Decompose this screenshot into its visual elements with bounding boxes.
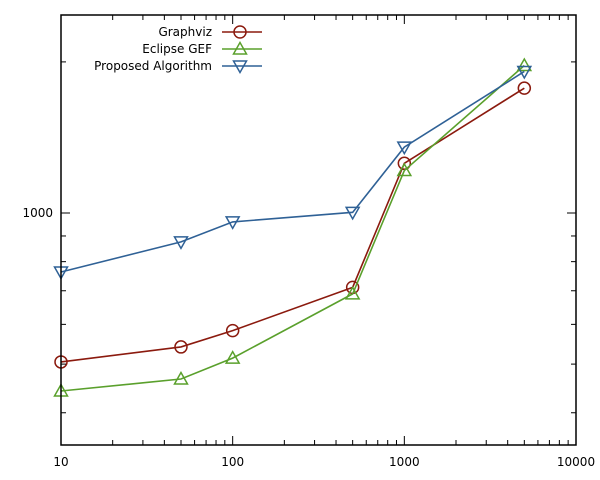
data-point xyxy=(173,370,189,385)
plot-frame xyxy=(60,14,577,446)
data-point xyxy=(517,81,532,95)
x-tick-label: 10 xyxy=(53,455,68,469)
series-line xyxy=(60,87,525,363)
data-point xyxy=(344,285,361,300)
legend-entry: Proposed Algorithm xyxy=(94,59,262,75)
data-point xyxy=(516,57,533,72)
legend-label: Eclipse GEF xyxy=(142,42,212,56)
legend-label: Proposed Algorithm xyxy=(94,59,212,73)
y-tick-label: 1000 xyxy=(22,206,53,220)
series-1 xyxy=(54,81,532,369)
axes-layer: 10 100 1000 10000 1000 xyxy=(22,14,595,469)
data-point xyxy=(173,236,189,250)
series-2 xyxy=(53,57,533,397)
legend-marker xyxy=(233,25,247,39)
series-3 xyxy=(53,65,533,280)
data-point xyxy=(344,206,361,221)
data-point xyxy=(224,350,241,364)
data-point xyxy=(174,340,188,354)
legend-marker xyxy=(232,40,248,55)
x-tick-label: 10000 xyxy=(557,455,595,469)
series-layer xyxy=(53,57,533,397)
data-point xyxy=(396,141,413,156)
legend-entry: Graphviz xyxy=(158,25,262,39)
x-tick-label: 1000 xyxy=(389,455,420,469)
data-point xyxy=(396,162,413,177)
series-line xyxy=(60,64,525,392)
legend-entry: Eclipse GEF xyxy=(142,40,262,56)
series-line xyxy=(60,70,525,273)
data-point xyxy=(397,156,412,171)
legend: Graphviz Eclipse GEF Proposed Algorithm xyxy=(94,25,262,75)
data-point xyxy=(224,216,241,230)
legend-marker xyxy=(232,60,248,75)
data-point xyxy=(225,323,240,338)
data-point xyxy=(516,65,533,80)
x-tick-label: 100 xyxy=(221,455,244,469)
legend-label: Graphviz xyxy=(158,25,212,39)
